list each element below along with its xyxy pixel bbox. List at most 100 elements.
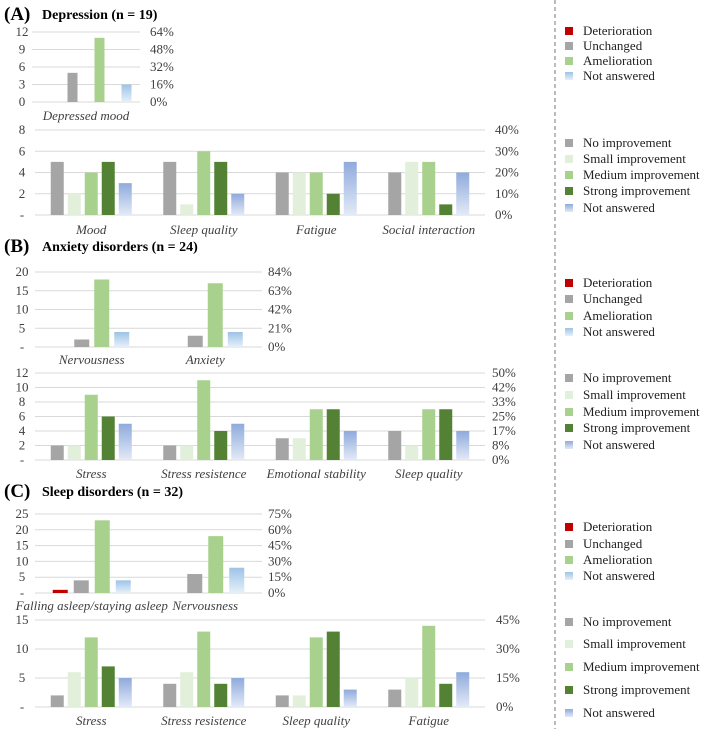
legend-label: Amelioration	[583, 308, 653, 323]
legend-swatch	[565, 424, 573, 432]
y-tick-label-left: 10	[16, 380, 29, 395]
bar-medium-improvement	[84, 637, 98, 707]
y-tick-label-left: -	[20, 585, 24, 600]
bar-not-answered	[118, 678, 132, 707]
bar-small-improvement	[405, 445, 419, 460]
bar-strong-improvement	[326, 193, 340, 215]
legend-swatch	[565, 374, 573, 382]
category-label: Nervousness	[58, 352, 125, 367]
category-label: Stress	[76, 466, 107, 481]
bar-no-improvement	[50, 445, 64, 460]
y-tick-label-right: 15%	[268, 569, 292, 584]
bar-small-improvement	[180, 672, 194, 707]
category-label: Anxiety	[185, 352, 225, 367]
chart-4: - 0% 2 8% 4 17% 6 25% 8 33% 10 42% 12 50% Stress Stress…	[16, 365, 701, 481]
bar-no-improvement	[388, 172, 402, 215]
bar-strong-improvement	[439, 204, 453, 215]
bar-medium-improvement	[84, 394, 98, 460]
legend-swatch	[565, 279, 573, 287]
bar-no-improvement	[275, 172, 289, 215]
category-label: Social interaction	[382, 222, 475, 237]
bar-small-improvement	[180, 204, 194, 215]
bar-not-answered	[456, 172, 470, 215]
y-tick-label-right: 64%	[150, 24, 174, 39]
y-tick-label-left: 15	[16, 612, 29, 627]
bar-small-improvement	[67, 193, 81, 215]
legend-label: Deterioration	[583, 23, 653, 38]
legend-swatch	[565, 139, 573, 147]
bar-not-answered	[343, 689, 357, 707]
legend-swatch	[565, 686, 573, 694]
y-tick-label-right: 0%	[268, 339, 286, 354]
category-label: Nervousness	[171, 598, 238, 613]
bar-small-improvement	[292, 172, 306, 215]
bar-medium-improvement	[84, 172, 98, 215]
legend-label: Not answered	[583, 200, 655, 215]
bar-amelioration	[207, 283, 223, 347]
bar-no-improvement	[275, 695, 289, 707]
y-tick-label-right: 75%	[268, 506, 292, 521]
bar-strong-improvement	[214, 431, 228, 460]
legend-label: Medium improvement	[583, 167, 700, 182]
bar-unchanged	[67, 72, 78, 102]
bar-strong-improvement	[326, 631, 340, 707]
bar-small-improvement	[292, 695, 306, 707]
bar-small-improvement	[67, 445, 81, 460]
bar-not-answered	[456, 431, 470, 460]
y-tick-label-right: 45%	[496, 612, 520, 627]
y-tick-label-right: 0%	[150, 94, 168, 109]
bar-medium-improvement	[422, 409, 436, 460]
category-label: Sleep quality	[170, 222, 238, 237]
bar-deterioration	[52, 589, 68, 593]
y-tick-label-left: -	[20, 452, 24, 467]
y-tick-label-left: 4	[19, 423, 26, 438]
chart-1: 0 0% 3 16% 6 32% 9 48% 12 64% Depressed mood Deteri…	[16, 23, 656, 123]
legend-swatch	[565, 312, 573, 320]
y-tick-label-left: 9	[19, 42, 26, 57]
y-tick-label-right: 30%	[495, 143, 519, 158]
bar-medium-improvement	[309, 172, 323, 215]
legend-label: No improvement	[583, 370, 672, 385]
y-tick-label-right: 30%	[496, 641, 520, 656]
y-tick-label-left: 12	[16, 24, 29, 39]
bar-not-answered	[115, 580, 131, 593]
chart-5: - 0% 5 15% 10 30% 15 45% 20 60% 25 75% Falling aslee…	[15, 506, 656, 613]
legend-label: Unchanged	[583, 536, 643, 551]
panel-a-heading: (A) Depression (n = 19)	[4, 4, 158, 25]
legend-swatch	[565, 171, 573, 179]
y-tick-label-left: 3	[19, 77, 26, 92]
y-tick-label-left: 15	[16, 283, 29, 298]
category-label: Fatigue	[408, 713, 450, 728]
bar-not-answered	[229, 567, 245, 593]
category-label: Sleep quality	[282, 713, 350, 728]
bar-no-improvement	[50, 695, 64, 707]
legend-swatch	[565, 42, 573, 50]
category-label: Falling asleep/staying asleep	[15, 598, 169, 613]
bar-small-improvement	[180, 445, 194, 460]
legend-swatch	[565, 204, 573, 212]
y-tick-label-left: 6	[19, 409, 26, 424]
bar-unchanged	[73, 580, 89, 593]
y-tick-label-right: 8%	[492, 438, 510, 453]
legend-swatch	[565, 556, 573, 564]
bar-medium-improvement	[422, 161, 436, 215]
legend-label: Deterioration	[583, 275, 653, 290]
bar-not-answered	[343, 161, 357, 215]
bar-strong-improvement	[101, 416, 115, 460]
bar-unchanged	[187, 574, 203, 593]
legend-swatch	[565, 72, 573, 80]
bar-small-improvement	[405, 161, 419, 215]
bar-medium-improvement	[309, 409, 323, 460]
y-tick-label-left: 2	[19, 186, 26, 201]
y-tick-label-left: 12	[16, 365, 29, 380]
chart-2: - 0% 2 10% 4 20% 6 30% 8 40% Mood Sleep quality Fati…	[19, 122, 700, 237]
y-tick-label-left: 15	[16, 538, 29, 553]
bar-unchanged	[187, 335, 203, 347]
y-tick-label-left: 0	[19, 94, 26, 109]
legend-swatch	[565, 328, 573, 336]
y-tick-label-right: 50%	[492, 365, 516, 380]
bar-small-improvement	[292, 438, 306, 460]
